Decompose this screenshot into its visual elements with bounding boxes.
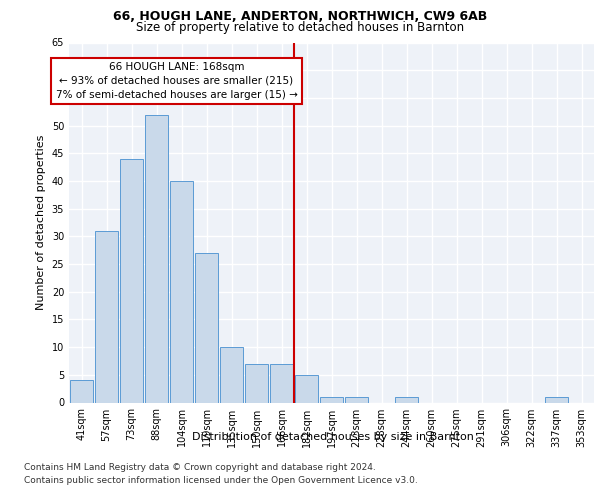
Text: 66, HOUGH LANE, ANDERTON, NORTHWICH, CW9 6AB: 66, HOUGH LANE, ANDERTON, NORTHWICH, CW9… xyxy=(113,10,487,23)
Bar xyxy=(395,397,418,402)
Bar xyxy=(320,397,343,402)
Bar xyxy=(170,181,193,402)
Bar xyxy=(70,380,94,402)
Bar xyxy=(344,397,368,402)
Bar xyxy=(545,397,568,402)
Text: Size of property relative to detached houses in Barnton: Size of property relative to detached ho… xyxy=(136,21,464,34)
Text: Distribution of detached houses by size in Barnton: Distribution of detached houses by size … xyxy=(192,432,474,442)
Bar xyxy=(295,375,319,402)
Bar xyxy=(220,347,244,403)
Y-axis label: Number of detached properties: Number of detached properties xyxy=(36,135,46,310)
Bar xyxy=(269,364,293,403)
Text: 66 HOUGH LANE: 168sqm
← 93% of detached houses are smaller (215)
7% of semi-deta: 66 HOUGH LANE: 168sqm ← 93% of detached … xyxy=(56,62,298,100)
Bar xyxy=(119,159,143,402)
Bar xyxy=(145,114,169,403)
Bar xyxy=(245,364,268,403)
Bar xyxy=(194,253,218,402)
Bar xyxy=(95,231,118,402)
Text: Contains public sector information licensed under the Open Government Licence v3: Contains public sector information licen… xyxy=(24,476,418,485)
Text: Contains HM Land Registry data © Crown copyright and database right 2024.: Contains HM Land Registry data © Crown c… xyxy=(24,462,376,471)
